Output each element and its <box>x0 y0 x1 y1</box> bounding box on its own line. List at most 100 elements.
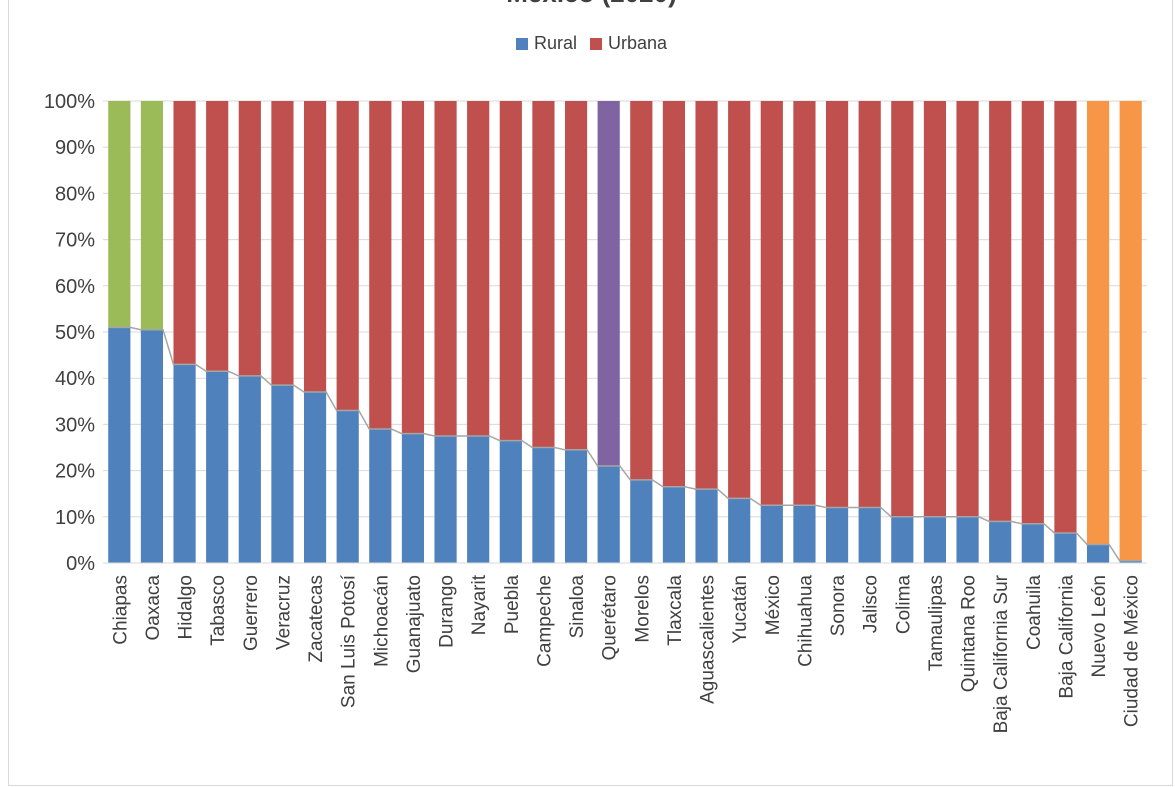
x-tick-label: Michoacán <box>371 575 392 667</box>
bar-rural-aguascalientes <box>695 489 718 563</box>
bar-urbana-nuevo-leon <box>1086 101 1110 545</box>
bar-urbana-puebla <box>499 101 522 441</box>
x-tick-label: Tabasco <box>208 575 229 646</box>
x-tick-label: Durango <box>437 575 458 648</box>
bar-rural-chiapas <box>108 327 131 563</box>
bar-rural-michoacan <box>369 429 392 563</box>
bar-rural-sonora <box>825 507 849 563</box>
bar-urbana-veracruz <box>271 101 294 386</box>
bar-rural-tabasco <box>206 371 229 563</box>
x-tick-label: Guanajuato <box>404 575 425 673</box>
bar-rural-chihuahua <box>793 505 816 563</box>
y-tick-label: 20% <box>55 461 95 483</box>
bar-urbana-jalisco <box>858 101 881 508</box>
bar-rural-yucatan <box>728 498 751 563</box>
legend-swatch-rural <box>515 37 528 50</box>
x-tick-label: Quintana Roo <box>959 575 980 692</box>
bar-rural-guerrero <box>238 375 261 563</box>
bar-urbana-michoacan <box>369 101 392 430</box>
x-tick-label: San Luis Potosí <box>339 574 360 708</box>
y-tick-label: 50% <box>55 322 95 344</box>
bar-urbana-chiapas <box>108 101 131 328</box>
bar-urbana-baja-california <box>1054 101 1077 533</box>
bar-urbana-aguascalientes <box>695 101 718 490</box>
bar-rural-morelos <box>630 479 653 563</box>
x-tick-label: Chihuahua <box>795 575 816 667</box>
bar-urbana-sinaloa <box>564 101 588 450</box>
y-tick-label: 60% <box>55 276 95 298</box>
bar-rural-guanajuato <box>401 433 425 563</box>
bar-urbana-chihuahua <box>793 101 816 506</box>
x-tick-label: Sinaloa <box>567 575 588 639</box>
legend-label-rural: Rural <box>533 33 577 53</box>
bar-rural-nayarit <box>467 435 490 563</box>
bar-rural-tlaxcala <box>662 486 686 563</box>
bar-urbana-tabasco <box>206 101 229 372</box>
y-tick-label: 40% <box>55 368 95 390</box>
bar-rural-puebla <box>499 440 522 563</box>
x-tick-label: Hidalgo <box>176 575 197 639</box>
bar-rural-coahuila <box>1021 523 1044 563</box>
x-tick-label: Puebla <box>502 575 523 635</box>
x-tick-label: Nuevo León <box>1089 575 1110 677</box>
y-tick-label: 0% <box>66 553 95 575</box>
bar-rural-san-luis-potosi <box>336 410 359 563</box>
bar-rural-jalisco <box>858 507 881 563</box>
bar-urbana-guerrero <box>238 101 261 376</box>
bar-rural-campeche <box>532 447 555 563</box>
y-tick-label: 30% <box>55 414 95 436</box>
x-tick-label: Querétaro <box>600 575 621 661</box>
bar-urbana-quintana-roo <box>956 101 979 517</box>
bar-urbana-san-luis-potosi <box>336 101 359 411</box>
bar-rural-nuevo-leon <box>1086 544 1110 563</box>
bar-rural-colima <box>891 516 914 563</box>
bar-urbana-colima <box>891 101 914 517</box>
x-tick-label: Tlaxcala <box>665 575 686 646</box>
legend-item-rural: Rural <box>515 33 577 54</box>
x-tick-label: Aguascalientes <box>698 575 719 704</box>
bar-urbana-hidalgo <box>173 101 196 365</box>
x-tick-label: Guerrero <box>241 575 262 651</box>
x-tick-label: Yucatán <box>730 575 751 644</box>
x-tick-label: México <box>763 575 784 635</box>
bar-rural-ciudad-de-mexico <box>1119 560 1142 563</box>
bar-urbana-oaxaca <box>140 101 164 330</box>
x-tick-label: Oaxaca <box>143 575 164 641</box>
x-tick-label: Veracruz <box>273 575 294 650</box>
bar-rural-mexico <box>760 505 783 563</box>
x-tick-label: Tamaulipas <box>926 575 947 671</box>
chart-frame: México (2020) Rural Urbana 0% 10% 20% 30% 40… <box>8 0 1173 786</box>
x-tick-label: Coahuila <box>1024 575 1045 650</box>
bar-urbana-yucatan <box>728 101 751 499</box>
legend-item-urbana: Urbana <box>589 33 668 54</box>
y-tick-label: 80% <box>55 183 95 205</box>
bar-urbana-sonora <box>825 101 849 508</box>
y-tick-label: 100% <box>44 91 95 113</box>
bar-urbana-queretaro <box>597 101 620 466</box>
bar-urbana-mexico <box>760 101 783 506</box>
x-tick-label: Colima <box>893 575 914 635</box>
bar-urbana-coahuila <box>1021 101 1044 524</box>
bar-urbana-ciudad-de-mexico <box>1119 101 1142 561</box>
x-tick-label: Jalisco <box>861 575 882 633</box>
bar-urbana-morelos <box>630 101 653 480</box>
bar-rural-tamaulipas <box>923 516 947 563</box>
x-tick-label: Zacatecas <box>306 575 327 663</box>
y-tick-label: 10% <box>55 507 95 529</box>
y-tick-label: 70% <box>55 230 95 252</box>
bar-urbana-tamaulipas <box>923 101 947 517</box>
rural-connector-line <box>108 326 1142 562</box>
x-tick-label: Chiapas <box>110 575 131 645</box>
legend: Rural Urbana <box>9 33 1172 55</box>
bar-urbana-baja-california-sur <box>989 101 1012 522</box>
x-tick-label: Nayarit <box>469 574 490 635</box>
bar-rural-durango <box>434 435 457 563</box>
bar-urbana-nayarit <box>467 101 490 436</box>
chart-title: México (2020) <box>9 0 1172 9</box>
bar-urbana-tlaxcala <box>662 101 686 487</box>
x-tick-label: Ciudad de México <box>1122 575 1143 727</box>
x-tick-label: Baja California <box>1056 575 1077 699</box>
x-tick-label: Morelos <box>632 575 653 643</box>
bar-urbana-campeche <box>532 101 555 448</box>
legend-label-urbana: Urbana <box>607 33 668 53</box>
